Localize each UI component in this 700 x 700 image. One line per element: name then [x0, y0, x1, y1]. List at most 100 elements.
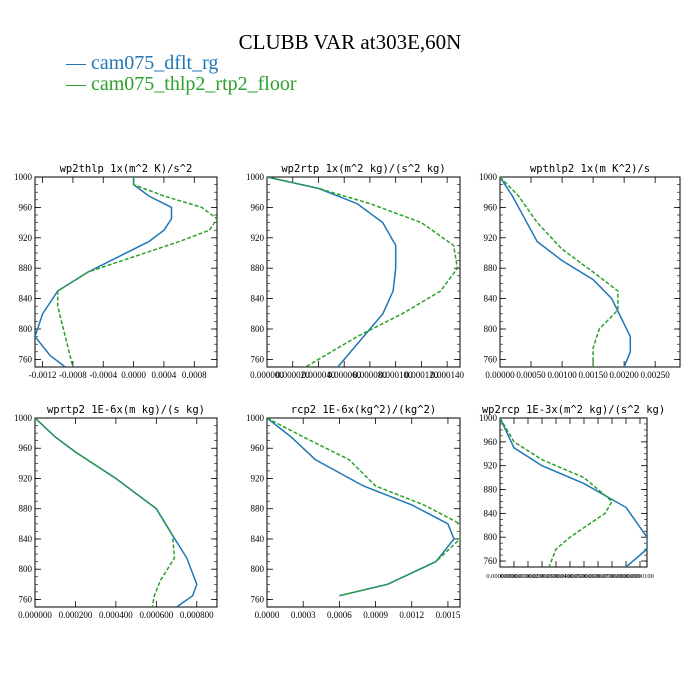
y-tick-label: 920: [251, 233, 265, 243]
x-tick-label: 0.0000000: [486, 573, 514, 580]
x-tick-label: 0.0000080: [598, 573, 626, 580]
y-tick-label: 840: [251, 534, 265, 544]
legend-entry-dflt: — cam075_dflt_rg: [66, 52, 218, 75]
x-tick-label: 0.000000: [18, 610, 52, 620]
plot-frame: [266, 176, 461, 368]
panel-title: wp2rcp 1E-3x(m^2 kg)/(s^2 kg): [482, 404, 665, 416]
y-tick-label: 1000: [246, 413, 265, 423]
series-line-dflt: [267, 418, 455, 597]
y-tick-label: 920: [19, 473, 33, 483]
series-line-dflt: [35, 177, 173, 367]
y-tick-label: 760: [19, 354, 33, 364]
x-tick-label: 0.00200: [610, 370, 640, 380]
y-tick-label: 920: [19, 233, 33, 243]
x-tick-label: 0.0015: [436, 610, 461, 620]
y-tick-label: 960: [251, 202, 265, 212]
panel-title: wprtp2 1E-6x(m kg)/(s kg): [47, 404, 205, 416]
x-tick-label: 0.000600: [139, 610, 173, 620]
series-line-floor: [500, 418, 613, 567]
y-tick-label: 960: [19, 443, 33, 453]
plot-frame: [34, 176, 218, 368]
plot-frame: [499, 176, 681, 368]
chart-panel-0: wp2thlp 1x(m^2 K)/s^2 760 800 840 880 920 960 1…: [14, 163, 218, 380]
y-tick-label: 960: [484, 437, 498, 447]
plot-frame: [34, 417, 218, 608]
x-tick-label: 0.0006: [327, 610, 352, 620]
y-tick-label: 960: [19, 202, 33, 212]
x-tick-label: 0.0000070: [584, 573, 612, 580]
series-line-dflt: [500, 177, 632, 367]
x-tick-label: 0.000140: [430, 370, 464, 380]
series-line-floor: [35, 418, 176, 607]
y-tick-label: 840: [484, 294, 498, 304]
series-line-floor: [267, 418, 460, 597]
panel-title: wp2thlp 1x(m^2 K)/s^2: [60, 163, 193, 175]
x-tick-label: 0.0000100: [626, 573, 654, 580]
series-line-floor: [500, 177, 619, 367]
panel-title: rcp2 1E-6x(kg^2)/(kg^2): [291, 404, 436, 416]
y-tick-label: 960: [484, 202, 498, 212]
series-line-dflt: [35, 418, 198, 607]
chart-panel-1: wp2rtp 1x(m^2 kg)/(s^2 kg) 760 800 840 880 92…: [246, 163, 465, 380]
x-tick-label: 0.00050: [516, 370, 546, 380]
x-tick-label: -0.0008: [59, 370, 87, 380]
x-tick-label: 0.0000010: [500, 573, 528, 580]
y-tick-label: 840: [19, 534, 33, 544]
x-tick-label: 0.0008: [182, 370, 207, 380]
x-tick-label: 0.000200: [59, 610, 93, 620]
x-tick-label: 0.0000050: [556, 573, 584, 580]
y-tick-label: 800: [251, 324, 265, 334]
x-tick-label: 0.00100: [547, 370, 577, 380]
y-tick-label: 880: [484, 263, 498, 273]
x-tick-label: 0.000020: [276, 370, 310, 380]
x-tick-label: 0.000060: [327, 370, 361, 380]
y-tick-label: 760: [19, 594, 33, 604]
y-tick-label: 840: [251, 294, 265, 304]
y-tick-label: 760: [251, 354, 265, 364]
y-tick-label: 1000: [14, 172, 33, 182]
y-tick-label: 880: [251, 263, 265, 273]
chart-panel-5: wp2rcp 1E-3x(m^2 kg)/(s^2 kg) 760 800 840 88…: [479, 404, 665, 580]
x-tick-label: 0.0000: [121, 370, 146, 380]
y-tick-label: 760: [484, 556, 498, 566]
x-tick-label: 0.0009: [363, 610, 388, 620]
legend-swatch-floor: —: [66, 73, 91, 95]
y-tick-label: 800: [484, 324, 498, 334]
y-tick-label: 760: [251, 594, 265, 604]
y-tick-label: 800: [19, 324, 33, 334]
y-tick-label: 880: [19, 263, 33, 273]
x-tick-label: 0.0000: [255, 610, 280, 620]
y-tick-label: 1000: [479, 413, 498, 423]
chart-panel-2: wpthlp2 1x(m K^2)/s 760 800 840 880 920 960 100…: [479, 163, 681, 380]
x-tick-label: 0.000120: [405, 370, 439, 380]
series-line-floor: [267, 177, 459, 367]
x-tick-label: 0.000080: [353, 370, 387, 380]
x-tick-label: 0.0003: [291, 610, 316, 620]
x-tick-label: 0.000100: [379, 370, 413, 380]
x-tick-label: 0.000040: [302, 370, 336, 380]
legend-swatch-dflt: —: [66, 52, 91, 74]
x-tick-label: 0.0012: [399, 610, 424, 620]
x-tick-label: -0.0004: [89, 370, 117, 380]
y-tick-label: 800: [19, 564, 33, 574]
y-tick-label: 840: [484, 508, 498, 518]
x-tick-label: 0.000400: [99, 610, 133, 620]
y-tick-label: 1000: [479, 172, 498, 182]
y-tick-label: 1000: [246, 172, 265, 182]
y-tick-label: 960: [251, 443, 265, 453]
chart-panel-4: rcp2 1E-6x(kg^2)/(kg^2) 760 800 840 880 920 96…: [246, 404, 461, 620]
chart-panel-3: wprtp2 1E-6x(m kg)/(s kg) 760 800 840 880 920…: [14, 404, 218, 620]
y-tick-label: 880: [484, 485, 498, 495]
y-tick-label: 800: [251, 564, 265, 574]
y-tick-label: 920: [484, 461, 498, 471]
x-tick-label: -0.0012: [29, 370, 57, 380]
x-tick-label: 0.0000020: [514, 573, 542, 580]
series-line-dflt: [267, 177, 397, 367]
y-tick-label: 1000: [14, 413, 33, 423]
x-tick-label: 0.0004: [152, 370, 177, 380]
x-tick-label: 0.000000: [250, 370, 284, 380]
x-tick-label: 0.0000090: [612, 573, 640, 580]
page-title: CLUBB VAR at303E,60N: [238, 30, 462, 54]
y-tick-label: 840: [19, 294, 33, 304]
